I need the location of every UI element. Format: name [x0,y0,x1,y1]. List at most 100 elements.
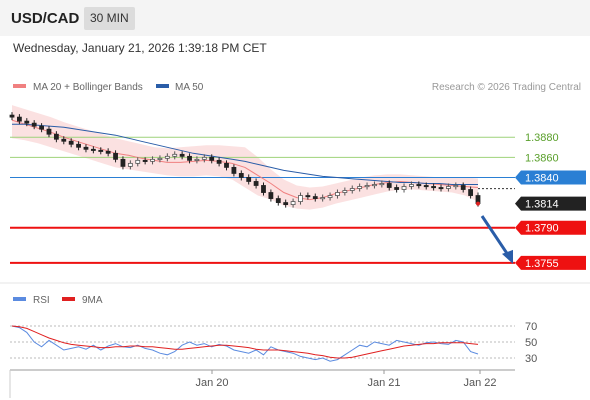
candle-body [238,173,244,178]
candle-body [312,196,318,199]
candle-body [305,195,311,198]
candle-body [357,186,363,189]
candle-body [90,148,96,151]
ma20-line [11,119,479,201]
candle-body [261,185,266,193]
candle-body [364,185,370,188]
last-price-box [515,196,586,211]
candle-body [231,166,237,174]
legend-ma50-swatch [156,84,169,88]
candle-body [68,140,74,145]
candle-body [216,159,222,164]
candle-body [416,184,422,187]
candle-body [194,158,200,161]
support-label: 1.3790 [525,223,559,235]
candle-body [31,122,37,127]
rsi-tick-label: 70 [525,321,537,333]
symbol-label: USD/CAD [11,10,80,27]
ma50-line [12,123,478,185]
candle-body [224,162,229,168]
candle-body [127,162,133,167]
projection-arrow-head [502,249,513,264]
candle-body [423,185,429,188]
candle-body [179,153,185,157]
candle-body [335,192,340,196]
rsi-line [11,325,479,362]
candle-body [76,143,81,148]
resistance-label: 1.3880 [525,132,559,144]
chart-panel [0,36,590,400]
header-bar: USD/CAD 30 MIN [0,0,590,36]
candle-body [113,152,118,160]
candle-body [460,185,466,190]
candle-body [172,153,178,157]
legend-ma50-label: MA 50 [175,82,204,93]
candle-body [53,133,59,140]
candle-body [209,156,215,161]
candle-body [105,150,111,154]
x-tick-label: Jan 20 [195,377,228,389]
candle-body [268,192,274,199]
candle-body [401,186,407,190]
watermark-text: Research © 2026 Trading Central [432,82,581,93]
candle-body [386,183,392,188]
timeframe-button[interactable]: 30 MIN [84,7,135,30]
candle-body [283,202,289,205]
legend-rsi-swatch [13,297,26,301]
candle-body [438,187,444,190]
candle-body [150,158,155,162]
candle-body [290,201,296,205]
x-tick-label: Jan 22 [463,377,496,389]
candle-body [157,157,163,160]
candle-body [201,156,207,160]
candle-body [468,189,474,196]
support-label-box [515,220,586,235]
rsi-ma-line [11,325,479,359]
pivot-label: 1.3840 [525,172,559,184]
candle-body [253,181,259,186]
timestamp-label: Wednesday, January 21, 2026 1:39:18 PM C… [13,41,267,55]
projection-arrow-shaft [480,215,510,256]
resistance-label: 1.3860 [525,152,559,164]
rsi-tick-label: 30 [525,353,537,365]
candle-body [46,128,52,135]
candle-body [379,183,385,186]
candle-body [394,187,400,190]
legend-9ma-label: 9MA [82,295,103,306]
support-label: 1.3755 [525,258,559,270]
candle-body [9,114,15,118]
candle-body [372,184,377,187]
candle-body [320,197,326,200]
support-label-box [515,255,586,270]
legend-rsi-label: RSI [33,295,50,306]
candle-body [98,149,104,152]
candle-body [246,177,252,182]
candle-body [446,186,451,189]
rsi-tick-label: 50 [525,337,537,349]
candle-body [327,195,333,198]
candle-body [187,155,192,161]
last-price-label: 1.3814 [525,199,559,211]
candle-body [135,159,141,164]
candle-body [61,138,67,142]
candle-body [431,186,437,189]
candle-body [16,116,22,122]
candle-body [24,120,30,124]
pivot-label-box [515,170,586,185]
candle-body [453,185,459,188]
legend-ma20-swatch [13,84,26,88]
candle-body [164,155,170,159]
legend-9ma-swatch [62,297,75,301]
legend-ma20-label: MA 20 + Bollinger Bands [33,82,143,93]
candle-body [275,198,281,203]
x-tick-label: Jan 21 [367,377,400,389]
candle-body [39,125,44,130]
candle-body [83,146,89,150]
candle-body [409,184,414,187]
candle-body [142,159,148,162]
last-candle-marker [476,201,480,206]
candle-body [342,190,348,193]
candle-body [349,188,355,191]
